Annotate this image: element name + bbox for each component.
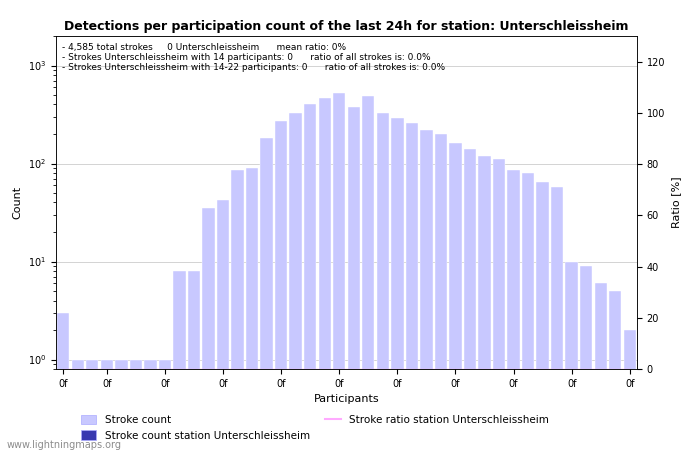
Y-axis label: Ratio [%]: Ratio [%] <box>671 177 681 228</box>
Bar <box>101 360 113 450</box>
Bar <box>217 200 229 450</box>
Bar <box>159 360 171 450</box>
Bar <box>478 156 491 450</box>
Bar <box>116 360 127 450</box>
Bar <box>420 130 433 450</box>
Bar <box>333 93 345 450</box>
Bar <box>232 171 244 450</box>
Bar <box>449 144 461 450</box>
Bar <box>464 149 476 450</box>
Bar <box>406 123 418 450</box>
Bar <box>304 104 316 450</box>
Bar <box>594 283 607 450</box>
Legend: Stroke count, Stroke count station Unterschleissheim, Stroke ratio station Unter: Stroke count, Stroke count station Unter… <box>76 411 554 445</box>
Bar <box>536 182 549 450</box>
Bar <box>188 271 200 450</box>
Bar <box>202 208 215 450</box>
Bar <box>609 291 622 450</box>
Bar <box>57 313 69 450</box>
Bar <box>391 118 403 450</box>
Bar <box>551 187 564 450</box>
Text: - 4,585 total strokes     0 Unterschleissheim      mean ratio: 0%
- Strokes Unte: - 4,585 total strokes 0 Unterschleisshei… <box>62 43 445 72</box>
Text: www.lightningmaps.org: www.lightningmaps.org <box>7 440 122 450</box>
Bar <box>130 360 142 450</box>
Bar <box>435 134 447 450</box>
Bar <box>275 121 287 450</box>
Bar <box>71 360 84 450</box>
Bar <box>362 96 375 450</box>
Bar <box>144 360 157 450</box>
Bar <box>624 330 636 450</box>
Y-axis label: Count: Count <box>13 186 22 219</box>
Bar <box>318 98 331 450</box>
X-axis label: Participants: Participants <box>314 394 379 404</box>
Bar <box>522 173 534 450</box>
Bar <box>508 171 519 450</box>
Bar <box>493 159 505 450</box>
Bar <box>290 112 302 450</box>
Bar <box>246 167 258 450</box>
Title: Detections per participation count of the last 24h for station: Unterschleisshei: Detections per participation count of th… <box>64 20 629 33</box>
Bar <box>377 112 389 450</box>
Bar <box>566 261 578 450</box>
Bar <box>348 107 360 450</box>
Bar <box>86 360 99 450</box>
Bar <box>174 271 186 450</box>
Bar <box>580 266 592 450</box>
Bar <box>260 139 273 450</box>
